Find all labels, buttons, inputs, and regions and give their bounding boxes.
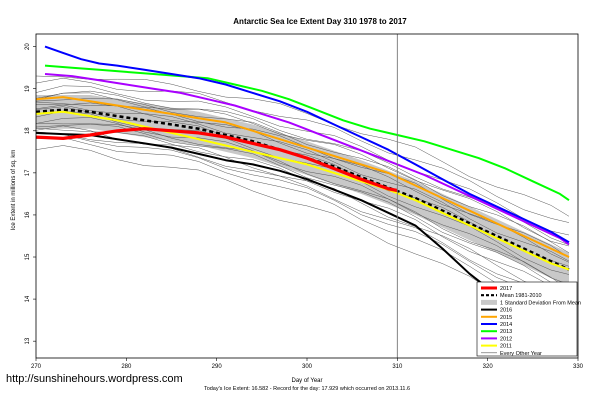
other-year-line bbox=[35, 98, 570, 254]
other-year-line bbox=[35, 92, 570, 247]
y-tick-label: 20 bbox=[25, 43, 31, 50]
y-tick-label: 15 bbox=[25, 253, 31, 260]
x-tick-label: 330 bbox=[573, 364, 584, 370]
series-line-2011 bbox=[35, 110, 570, 271]
y-tick-label: 17 bbox=[25, 169, 31, 176]
other-year-line bbox=[35, 133, 570, 308]
series-line-2015 bbox=[35, 96, 570, 258]
std-band bbox=[36, 95, 569, 287]
series-line-2012 bbox=[44, 73, 570, 246]
x-tick-label: 270 bbox=[31, 364, 42, 370]
other-year-line bbox=[35, 104, 570, 262]
legend-label: 2012 bbox=[500, 336, 512, 342]
legend-label: Mean 1981-2010 bbox=[500, 293, 542, 299]
std-band-layer bbox=[36, 95, 569, 287]
other-year-line bbox=[35, 137, 570, 314]
other-year-line bbox=[35, 131, 570, 307]
other-year-line bbox=[35, 77, 570, 223]
chart-title: Antarctic Sea Ice Extent Day 310 1978 to… bbox=[233, 17, 407, 26]
other-year-line bbox=[35, 75, 570, 217]
legend-label: 1 Standard Deviation From Mean bbox=[500, 300, 581, 306]
y-tick-label: 14 bbox=[25, 295, 31, 302]
x-tick-label: 290 bbox=[212, 364, 223, 370]
y-tick-label: 13 bbox=[25, 337, 31, 344]
y-axis-label: Ice Extent in millions of sq. km bbox=[11, 150, 17, 231]
legend-label: 2013 bbox=[500, 329, 512, 335]
y-tick-label: 18 bbox=[25, 127, 31, 134]
x-tick-label: 320 bbox=[483, 364, 494, 370]
x-tick-label: 310 bbox=[392, 364, 403, 370]
series-line-2017 bbox=[35, 127, 398, 193]
other-years-layer bbox=[35, 75, 570, 328]
x-tick-label: 280 bbox=[121, 364, 132, 370]
other-year-line bbox=[35, 110, 570, 275]
legend-label: 2016 bbox=[500, 308, 512, 314]
legend-label: 2015 bbox=[500, 315, 512, 321]
y-tick-label: 16 bbox=[25, 211, 31, 218]
watermark-url: http://sunshinehours.wordpress.com bbox=[6, 373, 183, 385]
legend-label: 2017 bbox=[500, 286, 512, 292]
series-line-2014 bbox=[44, 45, 570, 244]
ticks-layer: 270 280 290 300 310 320 330 13 14 15 16 17 18 19 20 bbox=[25, 43, 584, 370]
x-tick-label: 300 bbox=[302, 364, 313, 370]
other-year-line bbox=[35, 123, 570, 290]
series-line-2013 bbox=[44, 64, 570, 202]
legend-label: 2014 bbox=[500, 322, 512, 328]
legend-label: 2011 bbox=[500, 344, 512, 350]
footer-note: Today's Ice Extent: 16.582 - Record for … bbox=[204, 386, 410, 392]
y-tick-label: 19 bbox=[25, 85, 31, 92]
legend-label: Every Other Year bbox=[500, 351, 542, 357]
other-year-line bbox=[35, 85, 570, 236]
x-axis-label: Day of Year bbox=[291, 378, 322, 384]
